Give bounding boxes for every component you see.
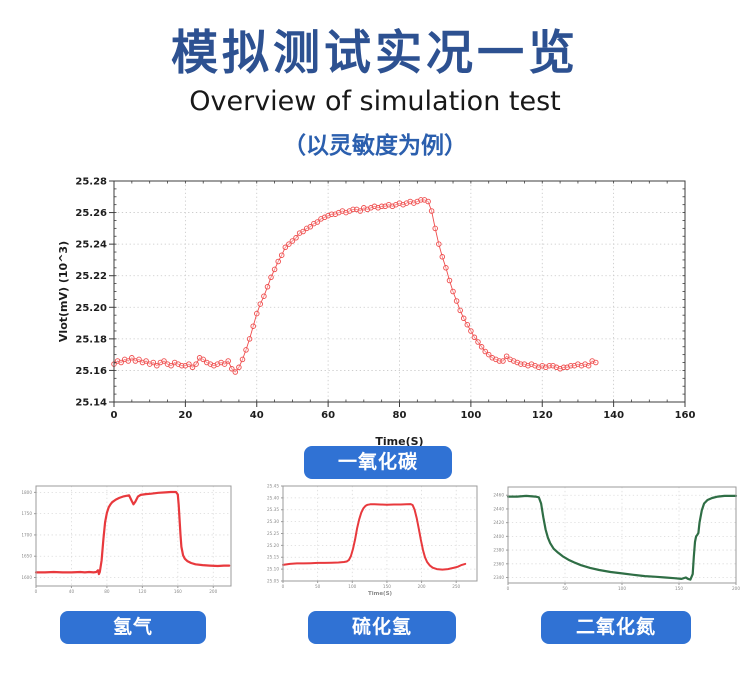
svg-text:2420: 2420 <box>493 520 504 525</box>
svg-text:25.15: 25.15 <box>267 555 279 560</box>
svg-text:140: 140 <box>603 410 624 421</box>
no2-sensitivity-chart: 2340 2360 2380 2400 2420 2440 2460 0 50 100 150 200 <box>493 483 740 593</box>
svg-text:25.24: 25.24 <box>75 240 107 251</box>
h2-sensitivity-chart: 1600 1650 1700 1750 1800 0 40 80 120 160 200 <box>22 482 235 598</box>
svg-text:40: 40 <box>69 589 75 594</box>
badge-carbon-monoxide: 一氧化碳 <box>304 446 452 479</box>
svg-text:0: 0 <box>507 586 510 591</box>
svg-text:2380: 2380 <box>493 548 504 553</box>
svg-text:200: 200 <box>732 586 740 591</box>
svg-text:160: 160 <box>675 410 696 421</box>
co-sensitivity-chart: 25.14 25.16 25.18 25.20 25.22 25.24 25.26 25.28… <box>56 164 702 449</box>
svg-text:100: 100 <box>618 586 626 591</box>
svg-text:25.26: 25.26 <box>75 208 107 219</box>
svg-text:80: 80 <box>104 589 110 594</box>
svg-text:40: 40 <box>250 410 264 421</box>
svg-text:Vlot(mV) (10^3): Vlot(mV) (10^3) <box>57 241 70 342</box>
svg-text:25.30: 25.30 <box>267 519 279 524</box>
svg-text:80: 80 <box>393 410 407 421</box>
svg-text:150: 150 <box>675 586 683 591</box>
svg-text:25.25: 25.25 <box>267 531 279 536</box>
badge-nitrogen-dioxide: 二氧化氮 <box>541 611 691 644</box>
svg-text:1800: 1800 <box>22 490 32 495</box>
svg-text:2360: 2360 <box>493 561 504 566</box>
svg-text:25.10: 25.10 <box>267 567 279 572</box>
svg-text:25.40: 25.40 <box>267 495 279 500</box>
svg-text:25.20: 25.20 <box>75 303 107 314</box>
h2s-sensitivity-chart: 25.05 25.10 25.15 25.20 25.25 25.30 25.35 25.40… <box>267 482 482 598</box>
svg-text:2340: 2340 <box>493 575 504 580</box>
svg-text:Time(S): Time(S) <box>375 435 423 448</box>
svg-text:25.45: 25.45 <box>267 483 279 488</box>
svg-text:25.18: 25.18 <box>75 334 107 345</box>
svg-text:25.28: 25.28 <box>75 177 107 188</box>
svg-text:60: 60 <box>321 410 335 421</box>
svg-text:25.05: 25.05 <box>267 578 279 583</box>
svg-text:2400: 2400 <box>493 534 504 539</box>
svg-text:100: 100 <box>348 584 356 589</box>
svg-text:2440: 2440 <box>493 506 504 511</box>
svg-text:150: 150 <box>383 584 391 589</box>
svg-text:25.16: 25.16 <box>75 366 107 377</box>
svg-text:0: 0 <box>35 589 38 594</box>
svg-text:1600: 1600 <box>22 575 32 580</box>
svg-text:1750: 1750 <box>22 511 32 516</box>
svg-text:2460: 2460 <box>493 493 504 498</box>
svg-text:1700: 1700 <box>22 532 32 537</box>
svg-text:0: 0 <box>282 584 285 589</box>
svg-text:160: 160 <box>174 589 182 594</box>
badge-hydrogen: 氢气 <box>60 611 206 644</box>
page-subtitle: Overview of simulation test <box>189 86 561 117</box>
badge-hydrogen-sulfide: 硫化氢 <box>308 611 456 644</box>
svg-text:200: 200 <box>209 589 217 594</box>
svg-text:0: 0 <box>111 410 118 421</box>
svg-text:250: 250 <box>452 584 460 589</box>
svg-text:1650: 1650 <box>22 554 32 559</box>
svg-text:200: 200 <box>418 584 426 589</box>
svg-text:Time(S): Time(S) <box>368 591 393 597</box>
svg-text:50: 50 <box>562 586 568 591</box>
page-title: 模拟测试实况一览 <box>171 26 579 81</box>
sensitivity-note: （以灵敏度为例） <box>283 133 467 159</box>
svg-text:120: 120 <box>532 410 553 421</box>
svg-text:120: 120 <box>138 589 146 594</box>
svg-text:25.14: 25.14 <box>75 398 107 409</box>
svg-text:20: 20 <box>178 410 192 421</box>
svg-text:25.35: 25.35 <box>267 507 279 512</box>
svg-text:25.22: 25.22 <box>75 271 107 282</box>
svg-text:50: 50 <box>315 584 321 589</box>
svg-text:100: 100 <box>460 410 481 421</box>
svg-text:25.20: 25.20 <box>267 543 279 548</box>
